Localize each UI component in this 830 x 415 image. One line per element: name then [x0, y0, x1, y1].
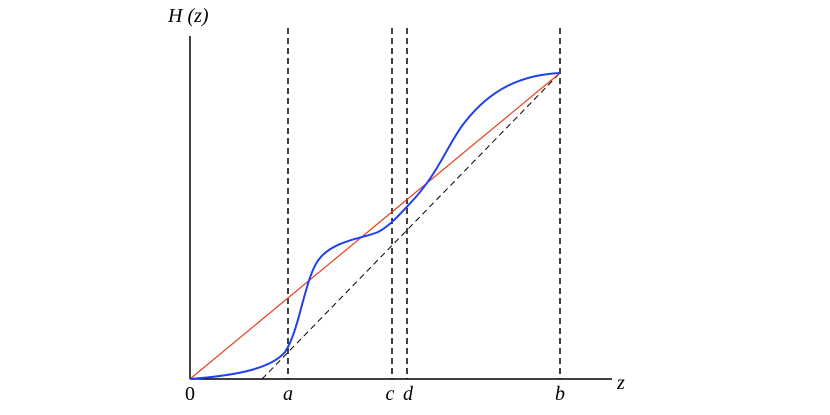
red-line	[189, 72, 561, 380]
tick-label: c	[386, 383, 395, 405]
tick-label: b	[555, 383, 565, 405]
dashed-verticals	[287, 28, 561, 379]
tick-label: a	[283, 383, 293, 405]
x-axis-label: z	[616, 372, 625, 394]
blue-curve	[189, 72, 561, 380]
dashed-diagonal	[261, 72, 561, 380]
y-axis-label: H (z)	[167, 5, 209, 27]
tick-label: d	[403, 383, 414, 405]
tick-label: 0	[185, 383, 195, 405]
